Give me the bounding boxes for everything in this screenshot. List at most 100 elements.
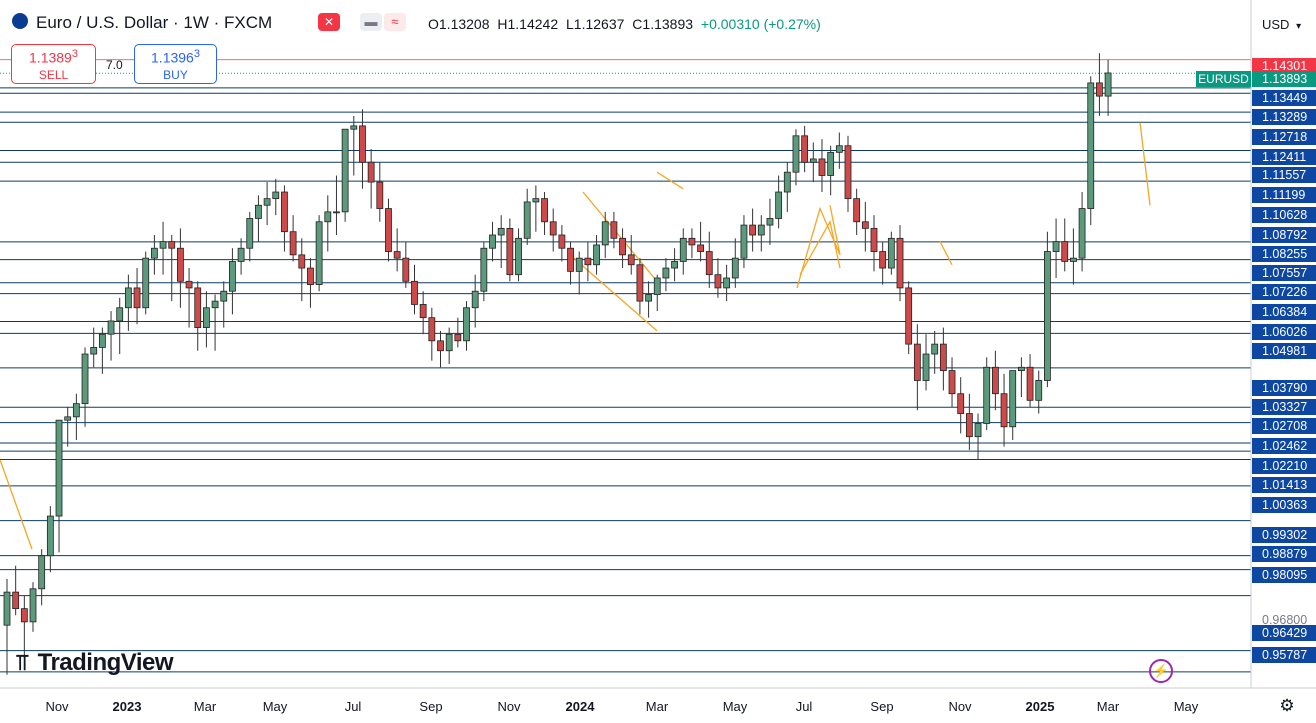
candle-body [1070,258,1076,261]
candle-body [117,308,123,321]
trend-line[interactable] [940,242,952,265]
candle [212,295,218,351]
trend-line[interactable] [800,222,840,275]
candle-body [932,344,938,354]
candle [793,129,799,185]
candle [351,116,357,176]
candle [359,109,365,188]
trend-line[interactable] [797,205,840,288]
candle-body [125,288,131,308]
time-axis-label: 2024 [566,699,595,714]
price-axis-label: 1.04981 [1252,343,1316,359]
price-axis-label: 1.06026 [1252,324,1316,340]
candle-body [212,301,218,308]
candle [1010,371,1016,440]
trend-line[interactable] [0,460,32,549]
candle-body [620,238,626,255]
candle [888,232,894,275]
time-axis-label: Sep [870,699,893,714]
candle [238,238,244,274]
candle-body [151,248,157,258]
close-value: C1.13893 [632,16,693,32]
candle [810,142,816,182]
sell-label: SELL [12,68,95,82]
time-axis-label: May [1174,699,1199,714]
candle-body [741,225,747,258]
trend-line[interactable] [1140,123,1150,206]
price-axis-label: 1.02462 [1252,438,1316,454]
candle-body [385,209,391,252]
candle-body [65,417,71,420]
candle [65,407,71,447]
trend-line[interactable] [583,192,657,281]
candle [949,357,955,407]
candle [611,212,617,248]
candle-body [333,212,339,213]
lightning-icon[interactable]: ⚡ [1149,659,1173,683]
candle [299,238,305,301]
candle-body [1018,367,1024,370]
candle [802,126,808,172]
candle [39,549,45,605]
candle-body [776,192,782,218]
candle-body [255,205,261,218]
minus-icon[interactable]: ▬ [360,13,382,31]
candle [264,182,270,225]
candle-body [897,238,903,288]
wave-icon[interactable]: ≈ [384,13,406,31]
time-axis-label: Nov [497,699,520,714]
candle [403,242,409,288]
candle-body [637,265,643,301]
candle [533,185,539,231]
candle [845,136,851,212]
candle-body [802,136,808,162]
currency-label: USD [1262,17,1289,32]
candle [784,162,790,212]
price-axis-label: 1.03790 [1252,380,1316,396]
candle [438,331,444,367]
candle-body [810,159,816,162]
candle [56,420,62,552]
time-axis-label: Jul [796,699,813,714]
close-market-icon[interactable]: ✕ [318,13,340,31]
candle-body [975,423,981,436]
candle-body [715,275,721,288]
spread-value: 7.0 [106,58,123,72]
candle [229,248,235,314]
candle [646,281,652,317]
candle [464,301,470,351]
candle [13,566,19,616]
trend-line[interactable] [657,172,683,189]
candle-body [73,404,79,417]
low-value: L1.12637 [566,16,624,32]
candle-body [39,556,45,589]
settings-icon[interactable]: ⚙ [1277,696,1297,716]
price-axis-label: 0.99302 [1252,527,1316,543]
candle [594,235,600,275]
candle-body [888,238,894,268]
candle [576,252,582,295]
candle [871,215,877,271]
candle-body [13,592,19,609]
buy-price: 1.1396 [151,50,194,66]
sell-button[interactable]: 1.13893 SELL [11,44,96,84]
currency-selector[interactable]: USD ▾ [1262,17,1301,32]
candle-body [1001,394,1007,427]
tradingview-logo[interactable]: ⫪ TradingView [16,649,173,677]
logo-text: TradingView [38,649,173,676]
price-axis-label: 1.02708 [1252,418,1316,434]
time-axis-label: Jul [345,699,362,714]
candle-body [914,344,920,380]
candle-body [836,146,842,153]
candle [975,414,981,460]
symbol-title[interactable]: Euro / U.S. Dollar · 1W · FXCM [36,13,272,32]
candle-body [507,228,513,274]
candle-body [724,278,730,288]
candle [169,235,175,301]
candle-body [21,609,27,622]
candle [73,394,79,440]
candle [1096,53,1102,116]
candle-body [1044,252,1050,381]
buy-button[interactable]: 1.13963 BUY [134,44,217,84]
